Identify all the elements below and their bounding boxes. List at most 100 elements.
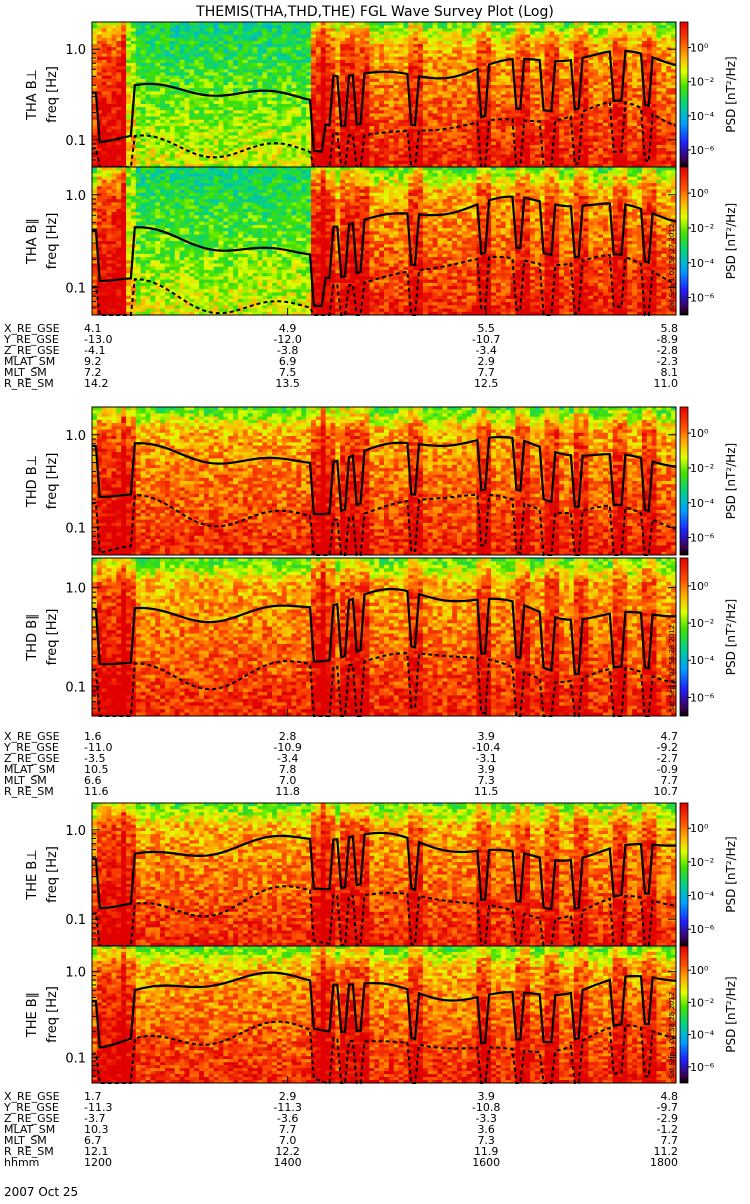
spectrogram-cell bbox=[330, 161, 335, 165]
spectrogram-cell bbox=[326, 47, 331, 51]
spectrogram-cell bbox=[423, 151, 428, 155]
spectrogram-cell bbox=[574, 88, 579, 92]
spectrogram-cell bbox=[369, 117, 374, 121]
spectrogram-cell bbox=[525, 66, 530, 70]
spectrogram-cell bbox=[97, 72, 102, 76]
spectrogram-cell bbox=[545, 142, 550, 146]
spectrogram-cell bbox=[116, 66, 121, 70]
spectrogram-cell bbox=[170, 91, 175, 95]
spectrogram-cell bbox=[496, 154, 501, 158]
spectrogram-cell bbox=[418, 50, 423, 54]
spectrogram-cell bbox=[540, 38, 545, 42]
spectrogram-cell bbox=[603, 69, 608, 73]
spectrogram-cell bbox=[146, 104, 151, 108]
spectrogram-cell bbox=[472, 91, 477, 95]
spectrogram-cell bbox=[369, 145, 374, 149]
spectrogram-cell bbox=[92, 35, 97, 39]
spectrogram-cell bbox=[394, 85, 399, 89]
spectrogram-cell bbox=[194, 41, 199, 45]
spectrogram-cell bbox=[287, 41, 292, 45]
spectrogram-cell bbox=[306, 35, 311, 39]
spectrogram-cell bbox=[146, 142, 151, 146]
spectrogram-cell bbox=[330, 28, 335, 32]
spectrogram-cell bbox=[170, 66, 175, 70]
spectrogram-cell bbox=[515, 31, 520, 35]
spectrogram-cell bbox=[180, 95, 185, 99]
spectrogram-cell bbox=[292, 79, 297, 83]
spectrogram-cell bbox=[579, 25, 584, 29]
spectrogram-cell bbox=[233, 101, 238, 105]
spectrogram-cell bbox=[403, 113, 408, 117]
spectrogram-cell bbox=[160, 120, 165, 124]
spectrogram-cell bbox=[389, 154, 394, 158]
spectrogram-cell bbox=[121, 31, 126, 35]
spectrogram-cell bbox=[199, 41, 204, 45]
spectrogram-cell bbox=[452, 95, 457, 99]
spectrogram-cell bbox=[530, 107, 535, 111]
spectrogram-cell bbox=[141, 76, 146, 80]
spectrogram-cell bbox=[102, 117, 107, 121]
spectrogram-cell bbox=[321, 28, 326, 32]
spectrogram-cell bbox=[399, 101, 404, 105]
spectrogram-cell bbox=[102, 82, 107, 86]
spectrogram-cell bbox=[525, 79, 530, 83]
spectrogram-cell bbox=[296, 107, 301, 111]
spectrogram-cell bbox=[403, 158, 408, 162]
spectrogram-cell bbox=[136, 25, 141, 29]
spectrogram-cell bbox=[389, 161, 394, 165]
spectrogram-cell bbox=[253, 117, 258, 121]
spectrogram-cell bbox=[121, 47, 126, 51]
spectrogram-cell bbox=[452, 104, 457, 108]
spectrogram-cell bbox=[365, 38, 370, 42]
spectrogram-cell bbox=[262, 25, 267, 29]
spectrogram-cell bbox=[374, 22, 379, 26]
spectrogram-cell bbox=[350, 44, 355, 48]
spectrogram-cell bbox=[501, 120, 506, 124]
spectrogram-cell bbox=[126, 57, 131, 61]
spectrogram-cell bbox=[511, 110, 516, 114]
spectrogram-cell bbox=[126, 145, 131, 149]
spectrogram-cell bbox=[204, 129, 209, 133]
spectrogram-cell bbox=[491, 28, 496, 32]
spectrogram-cell bbox=[438, 110, 443, 114]
spectrogram-cell bbox=[506, 139, 511, 143]
spectrogram-cell bbox=[403, 44, 408, 48]
spectrogram-cell bbox=[253, 72, 258, 76]
spectrogram-cell bbox=[219, 161, 224, 165]
spectrogram-cell bbox=[170, 107, 175, 111]
spectrogram-cell bbox=[184, 126, 189, 130]
spectrogram-cell bbox=[350, 22, 355, 26]
spectrogram-cell bbox=[233, 139, 238, 143]
spectrogram-cell bbox=[462, 88, 467, 92]
spectrogram-cell bbox=[593, 25, 598, 29]
spectrogram-cell bbox=[438, 44, 443, 48]
spectrogram-cell bbox=[233, 25, 238, 29]
spectrogram-cell bbox=[559, 129, 564, 133]
spectrogram-cell bbox=[515, 66, 520, 70]
spectrogram-cell bbox=[574, 126, 579, 130]
spectrogram-cell bbox=[287, 47, 292, 51]
spectrogram-cell bbox=[301, 139, 306, 143]
spectrogram-cell bbox=[365, 57, 370, 61]
spectrogram-cell bbox=[452, 139, 457, 143]
spectrogram-cell bbox=[413, 69, 418, 73]
spectrogram-cell bbox=[209, 79, 214, 83]
spectrogram-cell bbox=[121, 50, 126, 54]
spectrogram-cell bbox=[219, 120, 224, 124]
spectrogram-cell bbox=[301, 35, 306, 39]
spectrogram-cell bbox=[243, 120, 248, 124]
spectrogram-cell bbox=[248, 126, 253, 130]
spectrogram-cell bbox=[267, 101, 272, 105]
spectrogram-cell bbox=[107, 148, 112, 152]
spectrogram-cell bbox=[355, 139, 360, 143]
spectrogram-cell bbox=[530, 72, 535, 76]
spectrogram-cell bbox=[613, 76, 618, 80]
spectrogram-cell bbox=[136, 88, 141, 92]
spectrogram-cell bbox=[457, 151, 462, 155]
spectrogram-cell bbox=[277, 69, 282, 73]
spectrogram-cell bbox=[598, 79, 603, 83]
spectrogram-cell bbox=[277, 107, 282, 111]
spectrogram-cell bbox=[520, 50, 525, 54]
spectrogram-cell bbox=[301, 132, 306, 136]
spectrogram-cell bbox=[394, 132, 399, 136]
